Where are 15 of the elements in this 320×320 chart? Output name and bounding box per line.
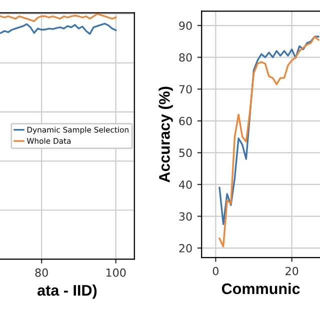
y-tick-label: 50 xyxy=(179,148,192,158)
x-tick-label: 100 xyxy=(106,268,126,277)
y-tick-label: 80 xyxy=(179,53,192,62)
y-axis-title: Accuracy (%) xyxy=(158,86,173,182)
y-tick-label: 20 xyxy=(179,244,192,252)
x-tick-label: 20 xyxy=(286,266,298,276)
x-tick-label: 80 xyxy=(35,268,48,277)
x-tick-label: 0 xyxy=(212,266,218,276)
y-tick-label: 70 xyxy=(179,85,192,94)
y-tick-label: 60 xyxy=(179,116,192,126)
y-tick-label: 90 xyxy=(179,21,192,30)
x-axis-title: ata - IID) xyxy=(38,284,97,299)
x-axis-title: Communic xyxy=(222,282,300,294)
y-tick-label: 40 xyxy=(178,180,192,189)
y-tick-label: 30 xyxy=(179,212,192,221)
